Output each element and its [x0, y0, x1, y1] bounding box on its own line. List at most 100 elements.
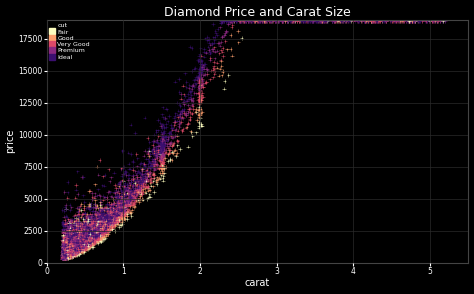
Point [69, 254, 76, 259]
Point [125, 193, 132, 197]
Point [318, 19, 326, 23]
Point [411, 19, 419, 23]
Point [84, 242, 92, 246]
Point [73, 239, 81, 244]
Point [63, 215, 71, 220]
Point [128, 207, 136, 212]
Point [59, 239, 66, 243]
Point [208, 42, 216, 46]
Point [119, 198, 127, 203]
Point [117, 208, 125, 213]
Point [98, 236, 105, 241]
Point [65, 235, 73, 240]
Point [88, 232, 95, 236]
Point [71, 241, 78, 245]
Point [97, 225, 104, 230]
Point [97, 221, 105, 226]
Point [92, 236, 100, 240]
Point [81, 233, 88, 238]
Point [111, 197, 118, 202]
Point [196, 52, 204, 56]
Point [67, 245, 74, 250]
Point [67, 239, 75, 244]
Point [278, 19, 285, 23]
Point [109, 202, 116, 207]
Point [110, 201, 118, 205]
Point [73, 239, 81, 243]
Point [158, 160, 166, 165]
Point [101, 223, 109, 228]
Point [71, 248, 78, 253]
Point [64, 254, 72, 258]
Point [74, 235, 82, 239]
Point [83, 238, 91, 242]
Point [77, 246, 84, 251]
Point [90, 224, 97, 229]
Point [219, 69, 226, 73]
Point [214, 41, 222, 45]
Point [100, 213, 108, 218]
Point [159, 145, 166, 150]
Point [81, 219, 88, 224]
Point [72, 248, 79, 253]
Point [72, 239, 80, 244]
Point [69, 247, 76, 251]
Point [66, 248, 74, 253]
Point [97, 226, 104, 231]
Point [60, 248, 67, 253]
Point [98, 208, 106, 213]
Point [69, 233, 76, 237]
Point [118, 167, 125, 171]
Point [97, 220, 104, 224]
Point [150, 138, 158, 143]
Point [80, 239, 88, 244]
Point [90, 220, 97, 224]
Point [109, 206, 116, 211]
Point [86, 241, 93, 246]
Point [128, 180, 135, 184]
Point [132, 186, 140, 191]
Point [73, 248, 81, 252]
Point [239, 19, 247, 23]
Point [64, 244, 72, 249]
Point [78, 228, 85, 232]
Point [59, 256, 66, 260]
Point [64, 247, 72, 252]
Point [77, 222, 84, 226]
Point [117, 198, 125, 203]
Point [59, 237, 66, 242]
Point [306, 19, 313, 23]
Point [200, 73, 207, 78]
Point [197, 97, 205, 102]
Point [119, 203, 127, 208]
Point [67, 250, 74, 255]
Point [164, 152, 172, 157]
Point [64, 251, 72, 256]
Point [198, 92, 205, 97]
Point [66, 251, 73, 256]
Point [86, 235, 94, 239]
Point [121, 184, 128, 189]
Point [66, 250, 74, 254]
Point [58, 253, 66, 258]
Point [72, 237, 80, 241]
Point [142, 156, 150, 161]
Point [119, 209, 127, 214]
Point [119, 188, 127, 193]
Point [108, 206, 116, 211]
Point [93, 211, 100, 216]
Point [68, 245, 76, 250]
Point [132, 191, 139, 195]
Point [91, 231, 99, 236]
Point [82, 241, 90, 246]
Point [233, 19, 241, 23]
Point [91, 205, 99, 210]
Point [116, 209, 124, 213]
Point [254, 19, 262, 23]
Point [97, 227, 104, 232]
Point [74, 214, 82, 219]
Point [97, 227, 105, 232]
Point [80, 228, 87, 233]
Point [117, 212, 124, 217]
Point [73, 248, 81, 253]
